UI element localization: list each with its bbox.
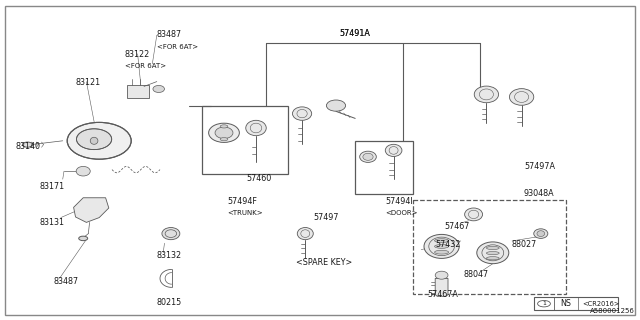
Ellipse shape	[220, 138, 228, 141]
Text: A580001256: A580001256	[590, 308, 635, 314]
Text: 83487: 83487	[53, 277, 78, 286]
Text: 83171: 83171	[40, 182, 65, 191]
Bar	[202, 106, 288, 174]
Text: 57432: 57432	[435, 240, 461, 249]
Text: 57491A: 57491A	[339, 29, 370, 38]
Text: <FOR 6AT>: <FOR 6AT>	[125, 63, 166, 69]
Ellipse shape	[297, 228, 314, 240]
Ellipse shape	[360, 151, 376, 163]
Text: <DOOR>: <DOOR>	[385, 210, 418, 216]
Ellipse shape	[435, 239, 449, 243]
Text: 83132: 83132	[157, 251, 182, 260]
Circle shape	[22, 142, 33, 147]
Ellipse shape	[477, 242, 509, 264]
Ellipse shape	[435, 250, 449, 254]
Polygon shape	[74, 198, 109, 222]
Ellipse shape	[486, 246, 499, 250]
Bar	[355, 141, 413, 194]
Text: 57494I: 57494I	[385, 197, 413, 206]
Text: 83487: 83487	[157, 30, 182, 39]
Ellipse shape	[385, 144, 402, 156]
Ellipse shape	[486, 257, 499, 260]
Ellipse shape	[220, 125, 228, 128]
Ellipse shape	[486, 252, 499, 255]
Ellipse shape	[67, 122, 131, 159]
Text: 93048A: 93048A	[524, 189, 554, 198]
Text: 57467A: 57467A	[427, 290, 458, 299]
Text: 57497A: 57497A	[525, 162, 556, 171]
Text: 57491A: 57491A	[339, 29, 370, 38]
Ellipse shape	[435, 271, 448, 279]
Ellipse shape	[76, 166, 90, 176]
Text: 1: 1	[542, 301, 546, 306]
Text: <FOR 6AT>: <FOR 6AT>	[157, 44, 198, 50]
Ellipse shape	[509, 89, 534, 105]
Ellipse shape	[537, 231, 545, 236]
Ellipse shape	[153, 85, 164, 92]
Ellipse shape	[162, 228, 180, 240]
Text: 83131: 83131	[40, 218, 65, 227]
Polygon shape	[435, 278, 448, 296]
Text: <SPARE KEY>: <SPARE KEY>	[296, 258, 352, 267]
Ellipse shape	[209, 123, 239, 142]
Ellipse shape	[326, 100, 346, 111]
Ellipse shape	[77, 129, 112, 149]
Text: <TRUNK>: <TRUNK>	[227, 210, 263, 216]
Text: 88027: 88027	[512, 240, 537, 249]
Text: 83122: 83122	[125, 50, 150, 59]
Bar	[127, 85, 149, 98]
Bar	[534, 297, 618, 310]
Ellipse shape	[363, 153, 373, 160]
Ellipse shape	[474, 86, 499, 103]
Ellipse shape	[424, 234, 460, 259]
Text: NS: NS	[560, 299, 571, 308]
Text: 88047: 88047	[463, 270, 488, 279]
Text: 83121: 83121	[76, 78, 100, 87]
Ellipse shape	[246, 120, 266, 136]
Text: 83140: 83140	[16, 142, 41, 151]
Ellipse shape	[90, 137, 98, 144]
Text: <CR2016>: <CR2016>	[582, 301, 619, 307]
Ellipse shape	[215, 127, 233, 139]
Ellipse shape	[465, 208, 483, 221]
Circle shape	[79, 236, 88, 241]
Text: 57460: 57460	[246, 174, 271, 183]
Ellipse shape	[292, 107, 312, 120]
Ellipse shape	[534, 229, 548, 238]
Ellipse shape	[435, 244, 449, 248]
Text: 57497: 57497	[314, 213, 339, 222]
Text: 57467: 57467	[444, 222, 470, 231]
Text: 80215: 80215	[157, 298, 182, 307]
Text: 57494F: 57494F	[227, 197, 257, 206]
Bar	[413, 200, 566, 294]
